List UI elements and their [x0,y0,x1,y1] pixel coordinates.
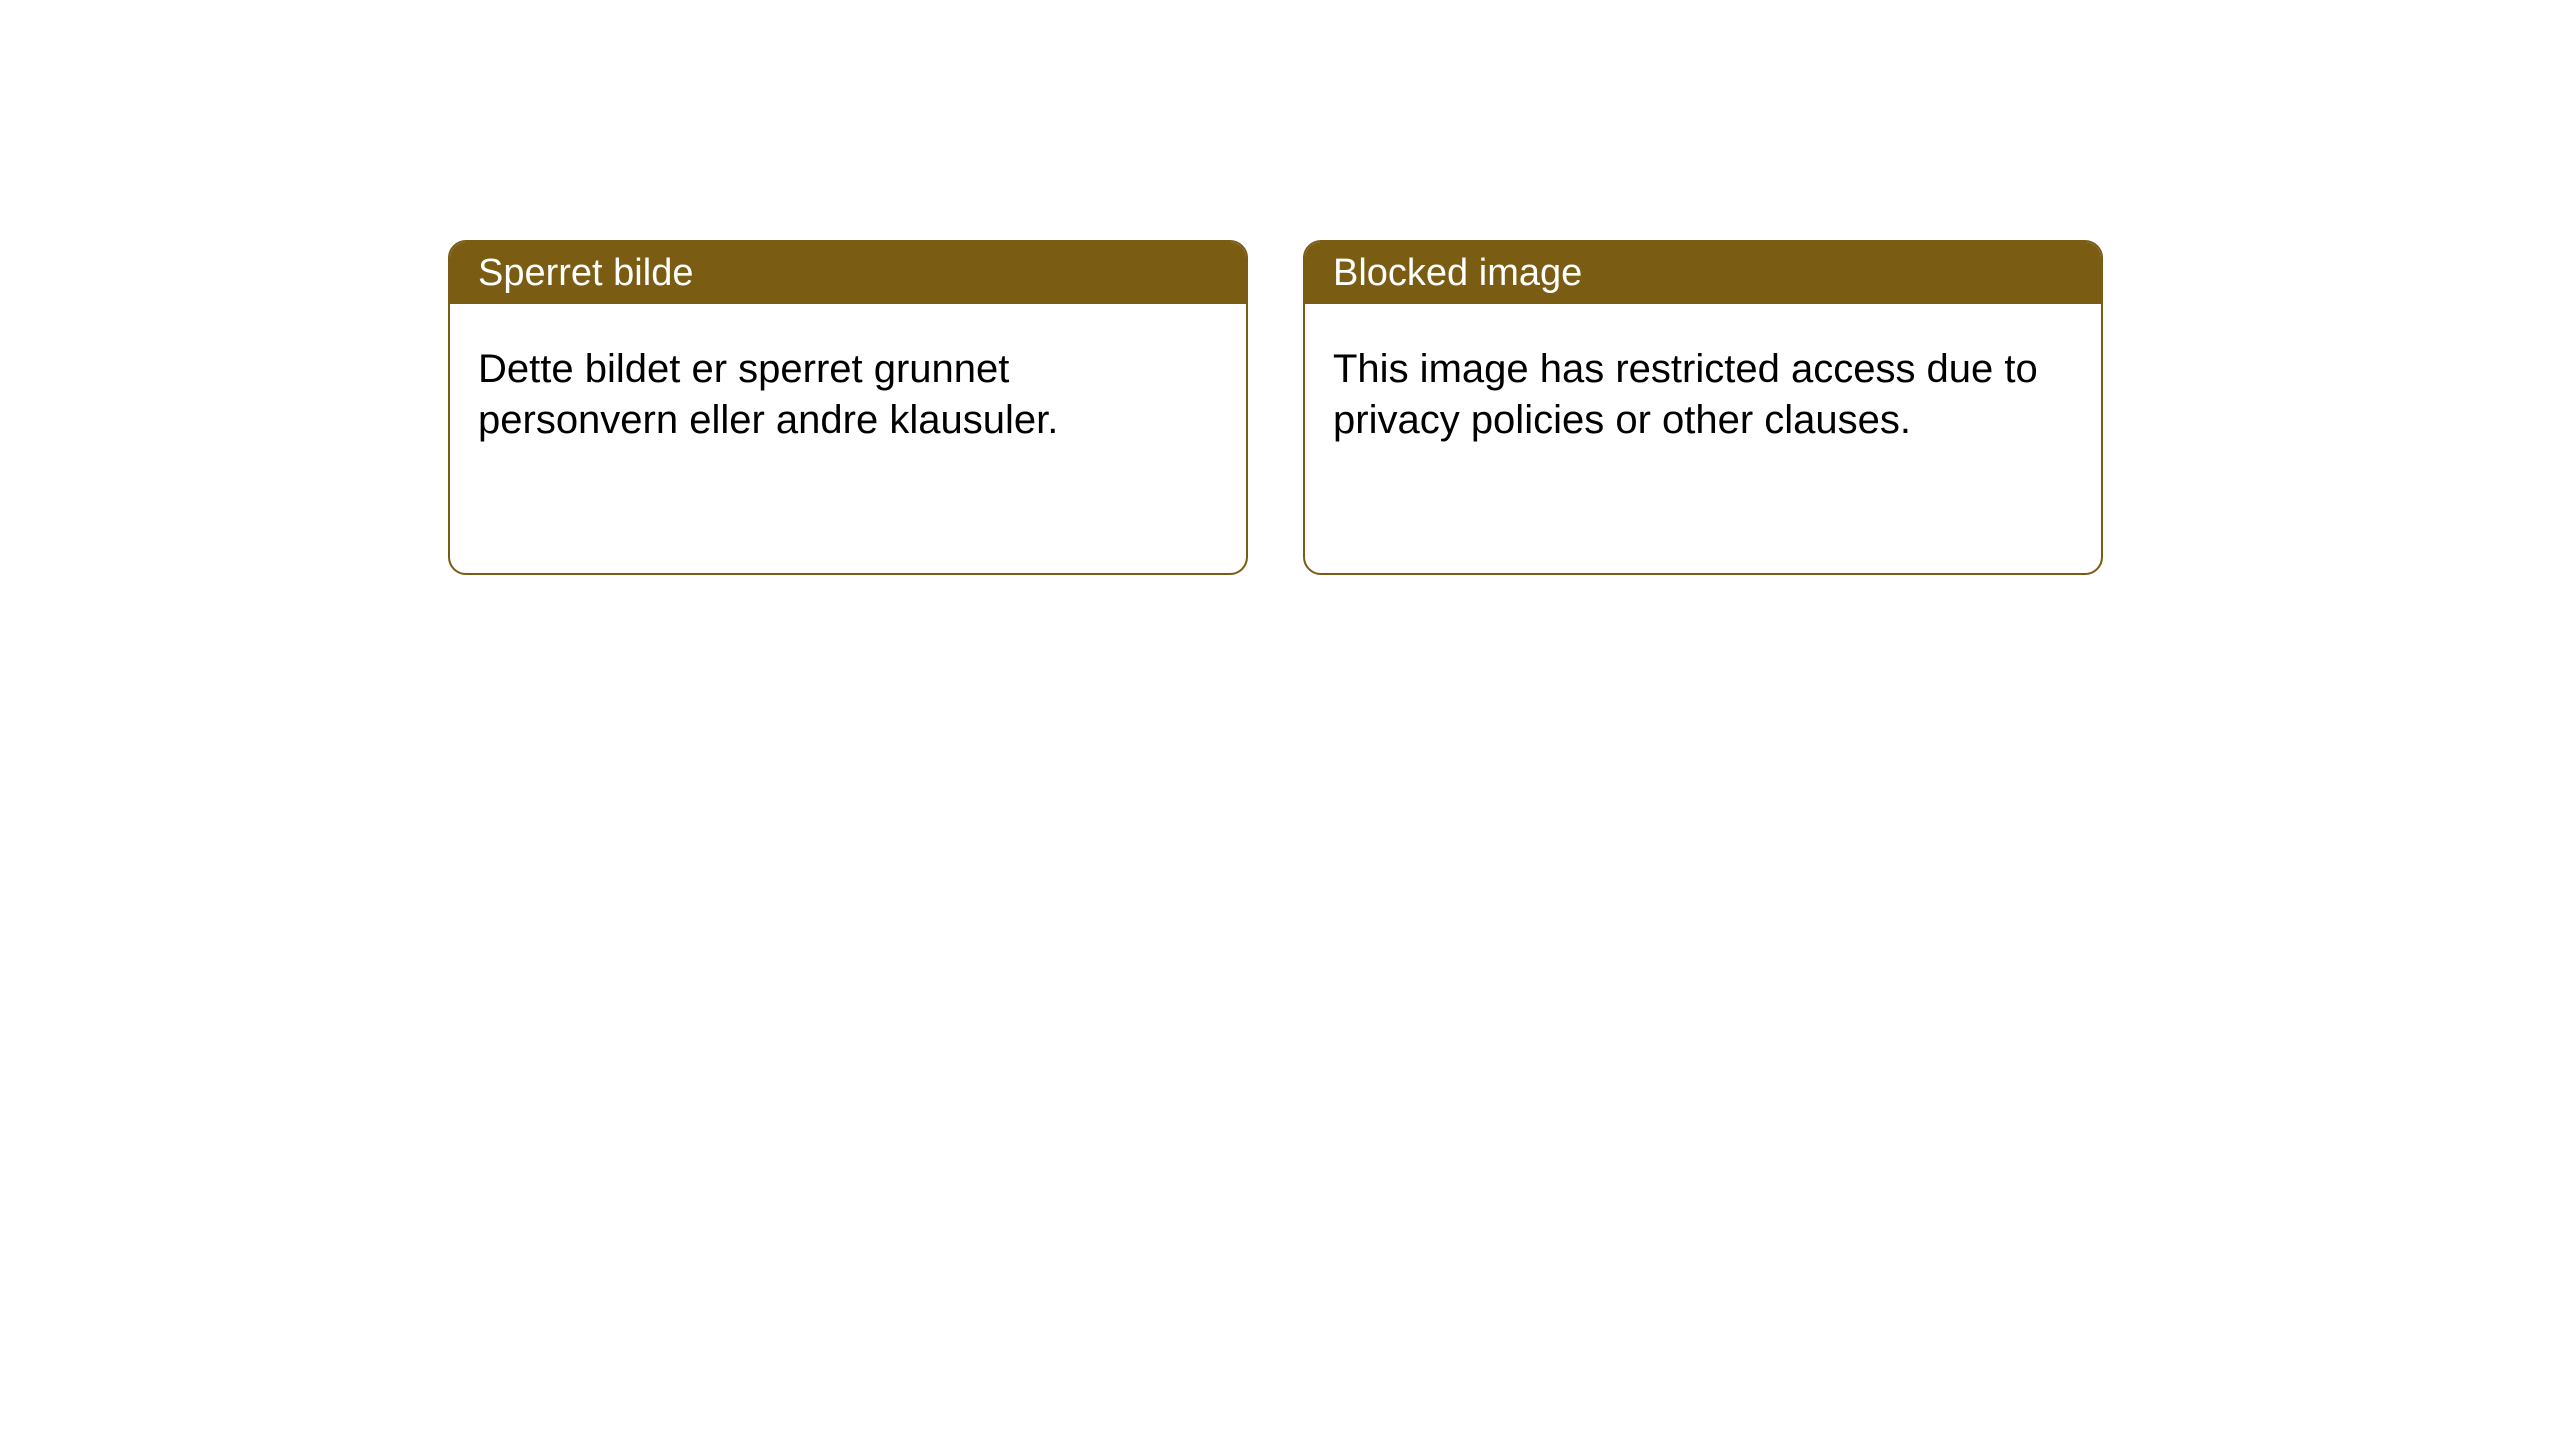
notice-card-norwegian: Sperret bilde Dette bildet er sperret gr… [448,240,1248,575]
notice-body: This image has restricted access due to … [1305,304,2101,474]
notice-card-english: Blocked image This image has restricted … [1303,240,2103,575]
notice-title: Sperret bilde [478,252,693,295]
notice-message: This image has restricted access due to … [1333,347,2038,442]
notice-header: Sperret bilde [450,242,1246,304]
notice-body: Dette bildet er sperret grunnet personve… [450,304,1246,474]
notice-header: Blocked image [1305,242,2101,304]
notice-message: Dette bildet er sperret grunnet personve… [478,347,1058,442]
notice-container: Sperret bilde Dette bildet er sperret gr… [0,0,2560,575]
notice-title: Blocked image [1333,252,1582,295]
